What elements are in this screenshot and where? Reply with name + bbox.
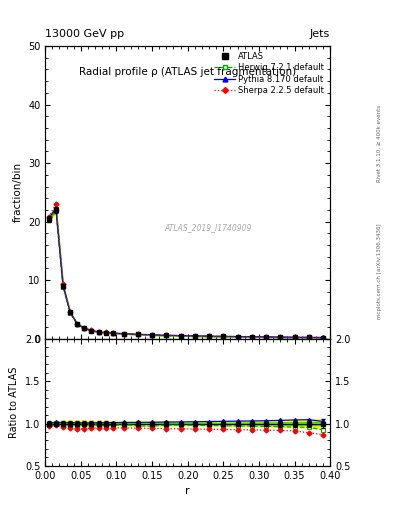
Text: mcplots.cern.ch [arXiv:1306.3436]: mcplots.cern.ch [arXiv:1306.3436]	[377, 224, 382, 319]
Text: Jets: Jets	[310, 29, 330, 39]
Y-axis label: Ratio to ATLAS: Ratio to ATLAS	[9, 367, 19, 438]
Text: Radial profile ρ (ATLAS jet fragmentation): Radial profile ρ (ATLAS jet fragmentatio…	[79, 67, 296, 77]
Y-axis label: fraction/bin: fraction/bin	[13, 162, 22, 222]
X-axis label: r: r	[185, 486, 190, 496]
Text: 13000 GeV pp: 13000 GeV pp	[45, 29, 124, 39]
Text: ATLAS_2019_I1740909: ATLAS_2019_I1740909	[164, 223, 251, 232]
Legend: ATLAS, Herwig 7.2.1 default, Pythia 8.170 default, Sherpa 2.2.5 default: ATLAS, Herwig 7.2.1 default, Pythia 8.17…	[211, 49, 328, 99]
Text: Rivet 3.1.10, ≥ 400k events: Rivet 3.1.10, ≥ 400k events	[377, 105, 382, 182]
